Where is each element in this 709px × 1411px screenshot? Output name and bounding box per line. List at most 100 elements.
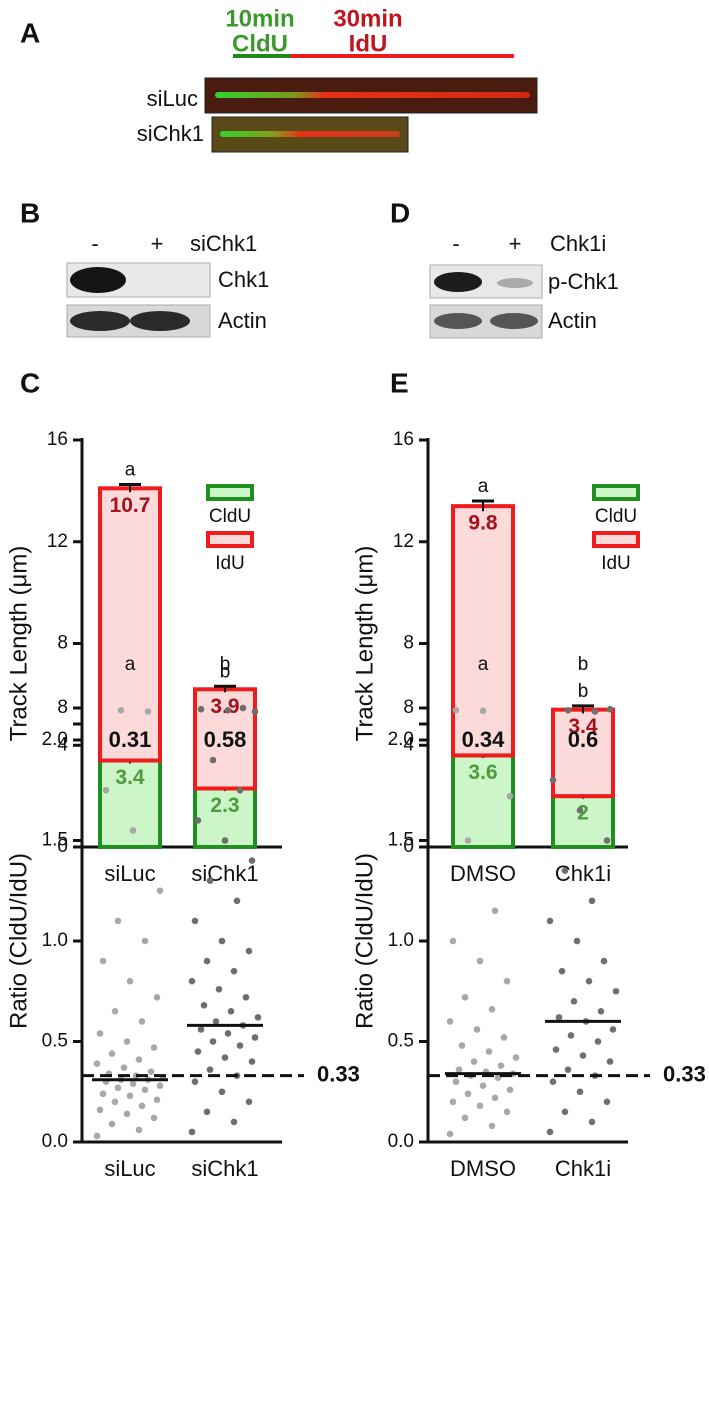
dot [236,1042,244,1049]
dot [129,827,137,834]
y-tick-label: 12 [47,531,68,552]
median-label: 0.58 [204,727,247,752]
dot [248,1058,256,1065]
dot [449,1098,457,1106]
dot [138,1102,146,1110]
band [130,311,190,331]
legend-label: CldU [595,506,637,527]
dot [188,977,196,985]
dot [191,917,199,925]
dot [558,967,566,975]
median-label: 0.31 [109,727,152,752]
dot [446,1018,454,1025]
y-tick-label: 1.0 [42,930,68,951]
dot [197,1026,205,1033]
dot [251,1034,259,1041]
dot [126,1092,134,1100]
y-axis-label: Ratio (CldU/IdU) [351,853,378,1029]
panel-label: A [20,17,40,48]
dot [452,707,460,714]
dot [114,1084,122,1092]
dot [248,857,256,864]
fiber-label: siLuc [147,86,198,111]
y-tick-label: 16 [393,429,414,450]
dot [242,993,250,1001]
x-tick-label: siChk1 [191,1156,258,1181]
dot [218,1088,226,1096]
dot [108,1120,116,1128]
y-axis-label: Ratio (CldU/IdU) [5,853,32,1029]
dot [612,987,620,995]
dot [150,1114,158,1122]
dot [221,837,229,844]
dot [245,1098,253,1106]
dot [135,1126,143,1134]
y-tick-label: 0.5 [388,1031,414,1052]
value-label: 2 [577,802,589,825]
bar-segment [98,486,162,763]
dot [123,1110,131,1118]
dot [230,1118,238,1126]
y-tick-label: 0.0 [42,1131,68,1152]
dot [549,776,557,784]
lane-label: - [452,231,459,256]
bar-segment [98,758,162,850]
dot [114,917,122,925]
dot [609,1026,617,1033]
dot [479,1082,487,1090]
row-label: Actin [548,308,597,333]
dot [96,1106,104,1114]
dot [588,897,596,905]
annotation: a [125,654,136,675]
dot [120,1064,128,1071]
dot [585,977,593,985]
bar-segment [551,794,615,849]
dot [446,1130,454,1138]
fiber [215,92,530,98]
legend-swatch [592,484,640,501]
dot [603,1098,611,1106]
dot [570,998,578,1005]
dot [449,937,457,945]
dot [606,705,614,713]
dot [111,1098,119,1106]
band [434,272,482,292]
idu-time: 30min [333,5,402,32]
dot [549,1078,557,1085]
dot [153,1096,161,1104]
median-label: 0.34 [462,727,506,752]
dot [503,1108,511,1116]
value-label: 3.6 [468,761,497,784]
dot [230,967,238,975]
row-label: p-Chk1 [548,269,619,294]
dot [461,993,469,1001]
value-label: 9.8 [468,512,498,535]
value-label: 3.4 [115,766,145,789]
fiber [220,131,400,137]
dot [567,1032,575,1039]
dot [147,1068,155,1075]
value-label: 2.3 [210,794,239,817]
dot [476,957,484,965]
dot [597,1008,605,1015]
dot [141,937,149,945]
legend-label: IdU [601,553,631,574]
dot [473,1026,481,1033]
lane-label: + [509,231,522,256]
annotation: a [125,460,136,481]
dot [206,877,214,884]
dot [129,1080,137,1088]
annotation: b [220,661,231,682]
y-axis-label: Track Length (μm) [5,546,32,742]
dot [494,1074,502,1081]
x-tick-label: DMSO [450,861,516,886]
treatment-label: Chk1i [550,231,606,256]
dot [561,867,569,874]
idu-label: IdU [349,30,388,57]
dot [111,1008,119,1015]
annotation: a [478,476,489,497]
dot [99,1090,107,1098]
dot [600,957,608,965]
dot [123,1038,131,1045]
